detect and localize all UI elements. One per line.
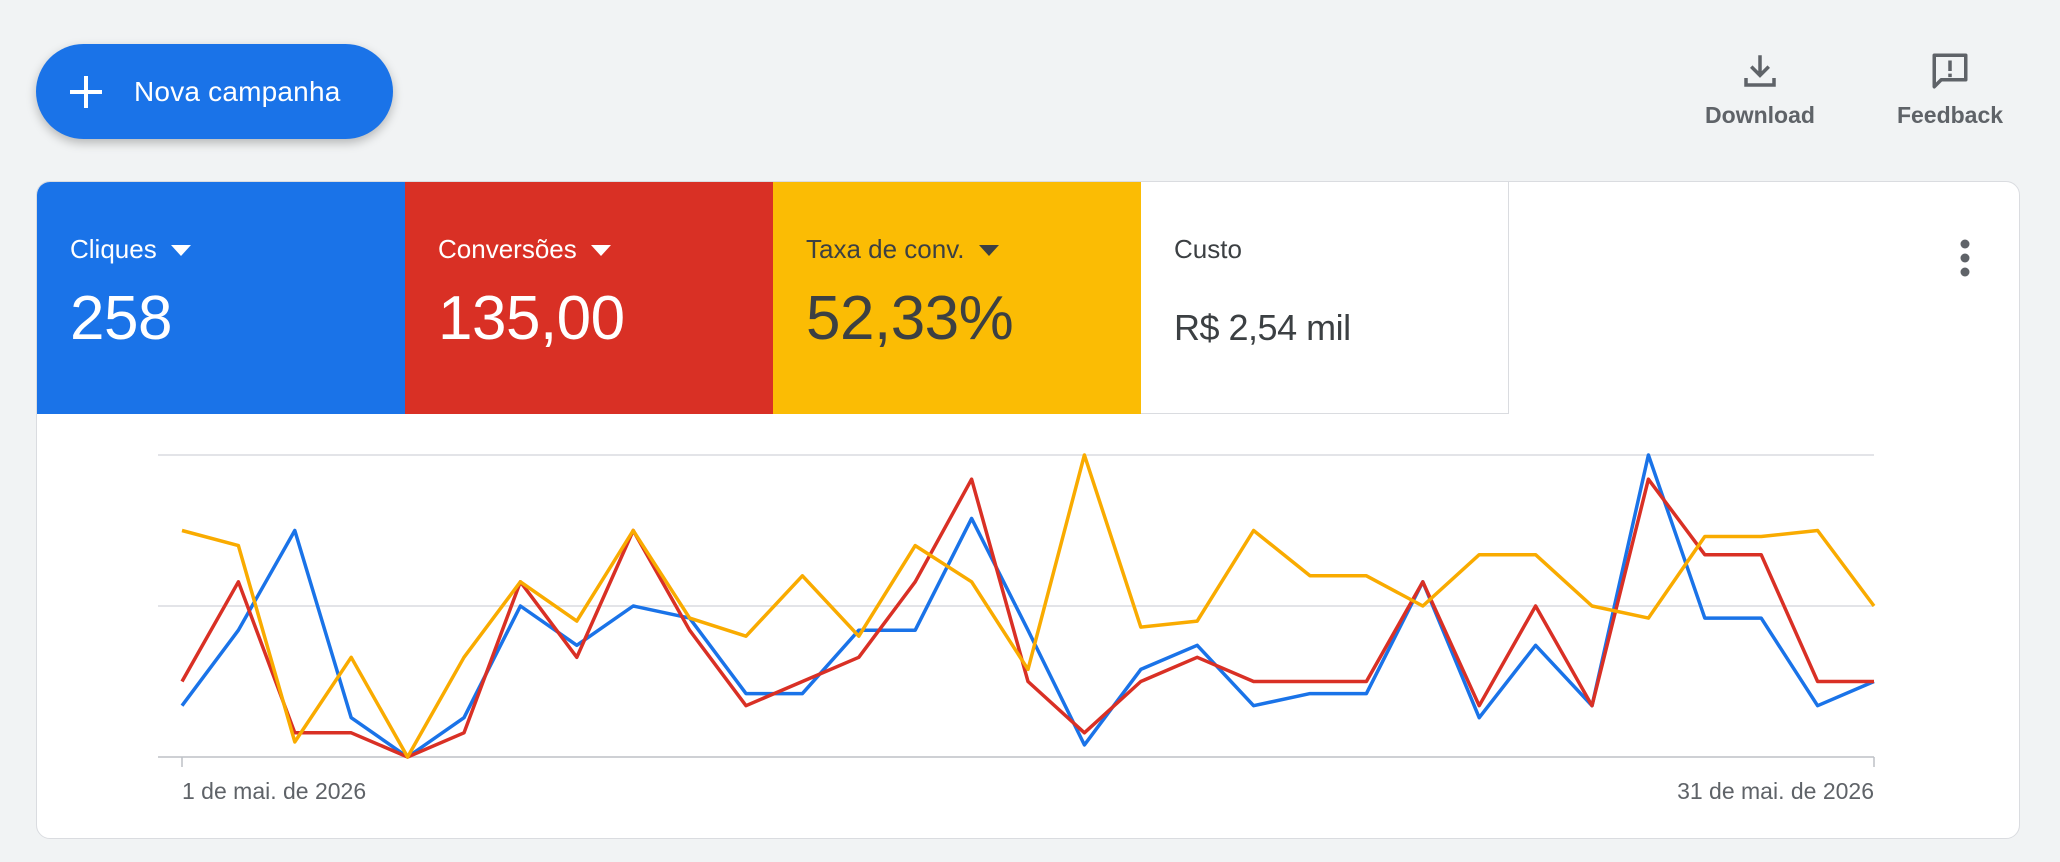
metric-label-clicks: Cliques — [70, 234, 157, 264]
feedback-label: Feedback — [1896, 102, 2004, 128]
feedback-button[interactable]: Feedback — [1875, 50, 2025, 140]
metric-tile-cost[interactable]: Custo R$ 2,54 mil — [1141, 182, 1509, 414]
x-axis-start-label: 1 de mai. de 2026 — [182, 778, 366, 804]
download-icon — [1744, 55, 1776, 87]
performance-card: Cliques 258 Conversões 135,00 Taxa de co… — [36, 181, 2020, 839]
feedback-icon — [1932, 53, 1968, 89]
series-line-3 — [181, 453, 1876, 759]
line-chart: 1 de mai. de 2026 31 de mai. de 2026 — [158, 453, 1876, 804]
metric-label-conversion-rate: Taxa de conv. — [806, 234, 965, 264]
metric-tile-conversions[interactable]: Conversões 135,00 — [405, 182, 773, 414]
metric-value-conversion-rate: 52,33% — [806, 284, 1014, 353]
chart-series — [180, 453, 1876, 759]
series-line-2 — [180, 477, 1874, 759]
x-axis-end-label: 31 de mai. de 2026 — [1677, 778, 1874, 804]
metric-value-conversions: 135,00 — [438, 284, 625, 353]
metric-value-cost: R$ 2,54 mil — [1174, 307, 1351, 348]
metric-tile-conversion-rate[interactable]: Taxa de conv. 52,33% — [773, 182, 1141, 414]
metric-label-conversions: Conversões — [438, 234, 577, 264]
download-label: Download — [1705, 102, 1815, 128]
dropdown-caret-icon[interactable] — [170, 245, 191, 256]
metric-label-cost: Custo — [1174, 234, 1242, 264]
dropdown-caret-icon[interactable] — [590, 245, 611, 256]
new-campaign-button[interactable]: Nova campanha — [36, 44, 393, 139]
download-button[interactable]: Download — [1685, 50, 1835, 140]
more-vert-icon — [1960, 239, 1970, 277]
dropdown-caret-icon[interactable] — [978, 245, 999, 256]
plus-icon — [70, 75, 102, 108]
more-options-button[interactable] — [1935, 228, 1995, 288]
metric-tile-clicks[interactable]: Cliques 258 — [37, 182, 405, 414]
new-campaign-label: Nova campanha — [134, 75, 341, 107]
metric-value-clicks: 258 — [70, 284, 172, 353]
